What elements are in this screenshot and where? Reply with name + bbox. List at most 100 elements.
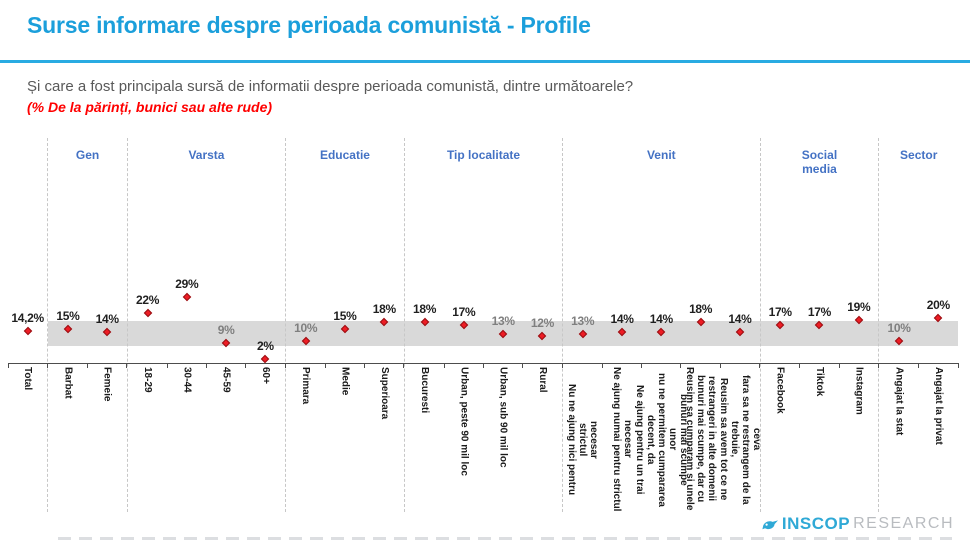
- group-header: Gen: [75, 148, 100, 162]
- category-label: Nu ne ajung nici pentru strictul necesar: [566, 383, 600, 496]
- category-label: Ne ajung pentru un trai decent, da nu ne…: [633, 372, 689, 507]
- profile-scatter-chart: 14,2% Total Gen 15% Barbat 14% Femeie Varsta 22%…: [8, 138, 959, 512]
- category-label: 30-44: [181, 367, 193, 393]
- category-label: Reusim sa cumparam si unele bunuri mai s…: [684, 367, 718, 511]
- logo-brand-text: INSCOP: [781, 514, 851, 533]
- category-label: Reusim sa avem tot ce ne trebuie, fara s…: [717, 374, 762, 505]
- group-header: Sector: [900, 148, 938, 162]
- group-header: Venit: [646, 148, 676, 162]
- category-column: 19% Instagram: [839, 138, 880, 512]
- value-label: 29%: [175, 277, 199, 291]
- category-column: 18% Superioara: [365, 138, 405, 512]
- data-point-marker: [380, 318, 389, 327]
- category-label: 18-29: [142, 367, 154, 393]
- logo-suffix-text: RESEARCH: [853, 515, 954, 532]
- data-point-marker: [182, 292, 192, 302]
- data-point-marker: [498, 329, 508, 339]
- category-label: Femeie: [101, 367, 113, 402]
- inscop-logo: INSCOP RESEARCH: [762, 514, 954, 534]
- group-header: Educatie: [319, 148, 370, 162]
- category-label: Barbat: [62, 367, 74, 399]
- category-label: Superioara: [378, 367, 390, 420]
- value-label: 15%: [333, 309, 357, 324]
- category-column: 18% Bucuresti: [405, 138, 446, 512]
- category-label: Total: [22, 367, 34, 391]
- data-point-marker: [894, 336, 904, 346]
- group-venit: Venit 13% Nu ne ajung nici pentru strictul…: [562, 138, 762, 512]
- title-divider: [0, 60, 970, 63]
- value-label: 14,2%: [11, 311, 44, 326]
- data-point-marker: [420, 318, 429, 327]
- data-point-marker: [578, 329, 587, 339]
- category-label: Primara: [300, 367, 312, 405]
- category-column: 13% Urban, sub 90 mil loc: [484, 138, 524, 512]
- value-label: 14%: [728, 311, 752, 326]
- group-tip-localitate: Tip localitate 18% Bucuresti 17% Urban, pest…: [403, 138, 563, 512]
- category-column: 13% Nu ne ajung nici pentru strictul nece…: [563, 138, 604, 512]
- category-column: 17% Facebook: [761, 138, 801, 512]
- data-point-marker: [696, 318, 705, 327]
- data-point-marker: [657, 327, 666, 336]
- category-column: 2% 60+: [246, 138, 286, 512]
- category-column: 14,2% Total: [8, 138, 49, 512]
- category-column: 14% Ne ajung pentru un trai decent, da nu…: [634, 138, 689, 512]
- group-educatie: Educatie 10% Primara 15% Medie 18% Superioara: [285, 138, 405, 512]
- group-header: Varsta: [188, 148, 225, 162]
- group-header: Tip localitate: [446, 148, 521, 162]
- category-column: 15% Medie: [325, 138, 366, 512]
- category-label: 45-59: [220, 367, 232, 393]
- value-label: 18%: [689, 302, 713, 317]
- x-axis: [8, 363, 958, 364]
- data-point-marker: [301, 336, 310, 346]
- data-point-marker: [143, 308, 152, 318]
- value-label: 13%: [491, 313, 515, 328]
- category-label: Angajat la privat: [932, 367, 944, 445]
- category-column: 14% Ne ajung numai pentru strictul necesa…: [602, 138, 643, 512]
- data-point-marker: [934, 313, 943, 323]
- value-label: 10%: [887, 320, 911, 335]
- category-column: 15% Barbat: [48, 138, 89, 512]
- question-subtitle: Și care a fost principala sursă de infor…: [27, 78, 634, 95]
- data-point-marker: [815, 320, 824, 329]
- value-label: 18%: [413, 302, 437, 317]
- value-label: 18%: [372, 302, 396, 317]
- value-label: 19%: [847, 300, 871, 315]
- category-column: 20% Angajat la privat: [919, 138, 959, 512]
- group-sector: Sector 10% Angajat la stat 20% Angajat la pr…: [878, 138, 959, 512]
- category-label: Bucuresti: [419, 367, 431, 414]
- category-label: Ne ajung numai pentru strictul necesar: [611, 367, 634, 512]
- value-label: 20%: [926, 297, 950, 312]
- page-title: Surse informare despre perioada comunist…: [27, 12, 591, 38]
- data-point-marker: [23, 326, 32, 336]
- group-gen: Gen 15% Barbat 14% Femeie: [47, 138, 128, 512]
- data-point-marker: [221, 338, 231, 348]
- value-label: 10%: [294, 320, 318, 335]
- data-point-marker: [63, 325, 73, 334]
- value-label: 13%: [571, 313, 595, 328]
- category-column: 14% Femeie: [88, 138, 128, 512]
- category-column: 29% 30-44: [167, 138, 208, 512]
- value-label: 15%: [56, 309, 80, 324]
- category-column: 10% Angajat la stat: [879, 138, 920, 512]
- data-point-marker: [854, 315, 864, 325]
- data-point-marker: [735, 327, 745, 336]
- cropped-footer-text: [58, 537, 952, 540]
- category-label: Urban, peste 90 mil loc: [458, 367, 470, 476]
- value-label: 2%: [257, 339, 274, 354]
- hummingbird-icon: [762, 519, 778, 529]
- group-total: 14,2% Total: [8, 138, 49, 512]
- data-point-marker: [459, 320, 469, 329]
- value-label: 17%: [452, 304, 476, 319]
- data-point-marker: [102, 327, 112, 336]
- value-label: 9%: [217, 323, 235, 338]
- data-point-marker: [617, 327, 627, 336]
- category-column: 18% Reusim sa cumparam si unele bunuri ma…: [681, 138, 722, 512]
- category-label: Urban, sub 90 mil loc: [497, 367, 509, 468]
- category-label: Medie: [339, 367, 351, 396]
- data-point-marker: [340, 325, 350, 334]
- value-label: 22%: [135, 293, 160, 308]
- data-point-marker: [538, 332, 547, 341]
- chart-groups: 14,2% Total Gen 15% Barbat 14% Femeie Varsta 22%…: [8, 138, 959, 512]
- category-column: 17% Urban, peste 90 mil loc: [444, 138, 485, 512]
